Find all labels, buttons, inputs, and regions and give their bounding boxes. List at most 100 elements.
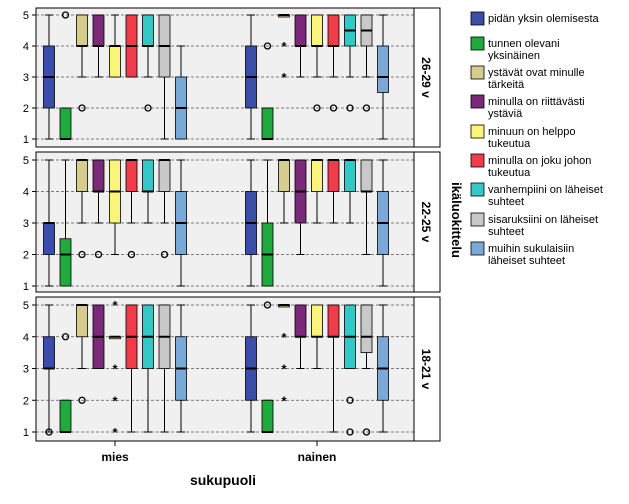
box [43,222,55,255]
outlier-point [144,104,152,112]
outlier-point [346,396,354,404]
y-tick-label: 5 [23,155,29,167]
box [125,159,138,192]
x-axis-label: sukupuoli [190,472,256,488]
extreme-point: * [281,330,287,345]
box-mies-6 [125,14,138,78]
outlier-point [78,104,86,112]
legend-label: sisaruksiini on läheiset [488,214,598,226]
box-mies-3 [76,304,88,404]
y-tick-label: 3 [23,72,29,84]
box-nainen-1 [245,304,257,433]
box [311,159,323,192]
box-mies-8 [158,14,171,140]
y-tick-label: 3 [23,364,29,376]
legend-label: pidän yksin olemisesta [488,13,600,25]
box-nainen-6 [327,159,340,224]
y-tick-label: 1 [23,281,29,293]
legend-label: ystävät ovat minulle [488,67,585,79]
outlier-point [160,250,169,259]
y-tick-label: 5 [23,10,29,22]
box-mies-7 [142,14,154,112]
facet-strip [413,7,441,148]
y-tick-label: 1 [23,427,29,439]
panel-22-25 v: 1 2 3 4 5 22-25 v [23,151,441,293]
box [360,159,373,192]
box-mies-3 [76,14,88,112]
box-nainen-3: ** [278,14,290,85]
box-mies-5: * * * * [109,298,121,440]
y-tick-label: 3 [23,218,29,230]
box [59,399,72,433]
box-nainen-1 [245,14,257,140]
outlier-point [94,250,103,259]
box [142,14,154,47]
facet-label: 22-25 v [419,202,433,243]
box-nainen-6 [327,304,340,433]
legend-label: suhteet [488,196,524,208]
outlier-point [346,104,354,112]
box [261,399,274,433]
extreme-point: * [112,393,118,408]
box [59,107,72,140]
legend-label: tukeutua [488,167,531,179]
outlier-point [329,104,338,112]
legend-swatch [470,124,485,139]
y-tick-label: 1 [23,134,29,146]
y-tick-label: 4 [23,41,29,53]
box-nainen-3: * * * [278,304,290,408]
box-nainen-4 [294,14,307,78]
legend: pidän yksin olemisesta tunnen olevaniyksi… [470,11,603,267]
y-tick-label: 2 [23,103,29,115]
box [311,14,323,47]
box-nainen-2 [261,159,274,287]
facet-strip [413,296,441,442]
extreme-point: * [281,70,287,85]
outlier-point [346,428,354,436]
box [158,159,171,192]
facet-strip [413,151,441,293]
extreme-point: * [281,393,287,408]
extreme-point: * [281,39,287,54]
box [76,304,88,338]
box-mies-7 [142,159,154,224]
box-mies-1 [43,159,55,287]
box-nainen-4 [294,304,307,369]
box-nainen-1 [245,159,257,287]
box-mies-5 [109,159,121,255]
outlier-point [45,428,53,436]
outlier-point [61,11,70,19]
box [327,159,340,192]
box-mies-2 [59,333,72,433]
box-mies-2 [59,11,72,140]
legend-label: tukeutua [488,138,531,150]
outlier-point [263,301,272,309]
box [360,304,373,354]
y-tick-label: 4 [23,187,29,199]
box [43,336,55,369]
x-tick-label: mies [101,450,129,464]
y-tick-label: 2 [23,395,29,407]
box-nainen-8 [360,159,373,255]
panel-18-21 v: 1 2 3 4 5 18-21 v * * * * * * * [23,296,441,442]
box-nainen-9 [377,14,389,140]
box [294,14,307,47]
box-mies-3 [76,159,88,259]
box [76,14,88,47]
box-mies-4 [92,14,105,78]
facet-label: 26-29 v [419,57,433,98]
legend-swatch [470,11,485,26]
box-nainen-7 [344,304,356,436]
box-mies-8 [158,304,171,433]
box-mies-9 [175,159,187,287]
legend-label: muihin sukulaisiin [488,243,574,255]
box-mies-6 [125,304,138,433]
outlier-point [127,250,136,259]
box-mies-6 [125,159,138,259]
legend-swatch [470,241,485,256]
box-nainen-5 [311,14,323,112]
